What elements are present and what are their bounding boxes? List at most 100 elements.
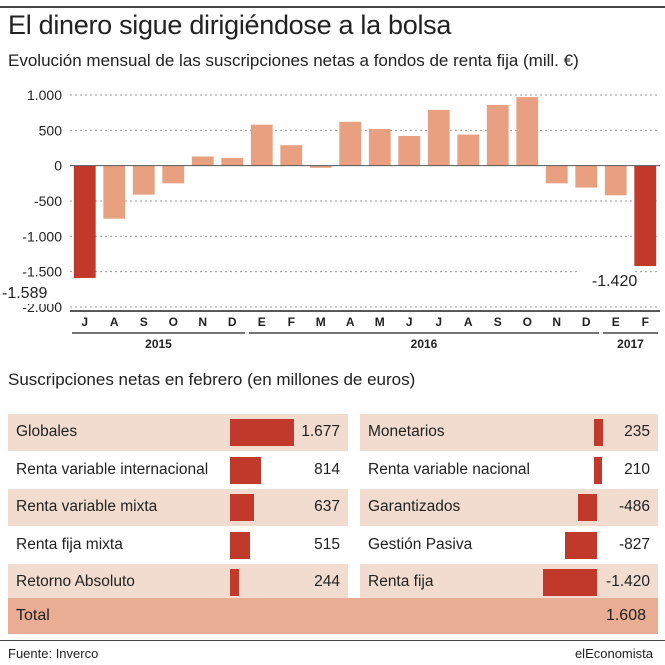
table-row: Renta variable mixta 637 (8, 489, 348, 526)
bar (634, 165, 657, 267)
year-label: 2015 (145, 337, 172, 351)
row-value: 1.677 (301, 423, 340, 440)
bar (486, 104, 509, 166)
bar (250, 124, 273, 166)
row-label: Retorno Absoluto (16, 573, 135, 590)
table-row: Renta variable internacional 814 (8, 452, 348, 489)
table-row: Monetarios 235 (360, 414, 658, 451)
value-bar (230, 569, 240, 596)
x-tick-label: E (258, 315, 266, 329)
bar (191, 156, 214, 166)
total-value: 1.608 (605, 607, 646, 624)
row-label: Garantizados (368, 498, 461, 515)
row-label: Renta fija mixta (16, 535, 123, 553)
annotation-label: -1.420 (592, 273, 637, 290)
chart-subtitle: Evolución mensual de las suscripciones n… (8, 51, 579, 70)
bar (398, 135, 421, 166)
section-title: Suscripciones netas en febrero (en millo… (8, 370, 416, 389)
row-label: Monetarios (368, 423, 445, 440)
table-row: Renta fija mixta 515 (8, 527, 348, 564)
annotation-label: -1.589 (2, 285, 47, 302)
x-tick-label: M (316, 315, 326, 329)
year-label: 2016 (411, 337, 438, 351)
bar (221, 157, 244, 166)
value-bar (565, 531, 597, 559)
row-value: 244 (314, 573, 340, 590)
bar (103, 165, 126, 219)
annotation-bg (0, 281, 56, 304)
x-tick-label: J (406, 315, 413, 329)
bar (516, 97, 539, 166)
bar (73, 165, 96, 278)
x-tick-label: A (110, 315, 119, 329)
table-row: Globales 1.677 (8, 414, 348, 451)
value-bar (594, 419, 603, 446)
row-label: Renta variable mixta (16, 498, 158, 515)
bar (604, 165, 627, 196)
annotation-bg (579, 270, 636, 293)
row-value: -486 (618, 498, 650, 515)
table-row: Renta fija -1.420 (360, 564, 658, 601)
bar (162, 165, 185, 184)
row-label: Renta variable internacional (16, 460, 209, 478)
value-bar (230, 494, 255, 521)
y-tick-label: -1.000 (22, 228, 62, 244)
row-label: Globales (16, 423, 78, 440)
chart-title: El dinero sigue dirigiéndose a la bolsa (8, 10, 452, 40)
row-value: 637 (314, 498, 340, 515)
x-tick-label: O (523, 315, 532, 329)
row-label: Renta fija (368, 573, 434, 590)
x-tick-label: D (582, 315, 591, 329)
top-rule (0, 6, 665, 8)
value-bar (230, 419, 294, 446)
table-row: Retorno Absoluto 244 (8, 564, 348, 601)
footer-rule (0, 640, 665, 641)
x-tick-label: F (642, 315, 649, 329)
y-tick-label: -500 (34, 193, 62, 209)
x-tick-label: J (81, 315, 88, 329)
value-bar (542, 569, 597, 596)
bar (427, 109, 450, 166)
x-tick-label: S (140, 315, 148, 329)
total-row: Total 1.608 (8, 598, 658, 634)
x-tick-label: A (464, 315, 473, 329)
bar (280, 145, 303, 166)
x-tick-label: D (228, 315, 237, 329)
source-note: Fuente: Inverco (8, 646, 99, 661)
row-value: -827 (618, 535, 650, 553)
value-bar (230, 531, 250, 559)
x-tick-label: J (435, 315, 442, 329)
total-label: Total (16, 607, 50, 624)
row-label: Gestión Pasiva (368, 535, 473, 553)
x-tick-label: N (552, 315, 561, 329)
y-tick-label: -1.500 (22, 264, 62, 280)
bar (368, 128, 391, 166)
y-tick-label: 500 (39, 122, 63, 138)
bar (575, 165, 598, 188)
row-value: -1.420 (606, 573, 650, 590)
table-row: Garantizados -486 (360, 489, 658, 526)
x-tick-label: M (375, 315, 385, 329)
x-tick-label: F (288, 315, 295, 329)
row-label: Renta variable nacional (368, 460, 530, 478)
table-row: Renta variable nacional 210 (360, 452, 658, 489)
value-bar (594, 456, 602, 484)
x-tick-label: S (494, 315, 502, 329)
row-value: 210 (624, 460, 650, 478)
value-bar (230, 456, 262, 484)
bar (545, 165, 568, 184)
table-row: Gestión Pasiva -827 (360, 527, 658, 564)
x-tick-label: E (612, 315, 620, 329)
x-tick-label: A (346, 315, 355, 329)
y-tick-label: 0 (54, 158, 62, 174)
value-bar (578, 494, 597, 521)
bar (457, 134, 480, 166)
row-value: 814 (314, 460, 340, 478)
bar (132, 165, 155, 195)
y-tick-label: 1.000 (27, 87, 62, 103)
bar (309, 165, 332, 168)
x-tick-label: N (198, 315, 207, 329)
bar (339, 121, 362, 166)
x-tick-label: O (169, 315, 178, 329)
brand-name: elEconomista (574, 646, 653, 661)
